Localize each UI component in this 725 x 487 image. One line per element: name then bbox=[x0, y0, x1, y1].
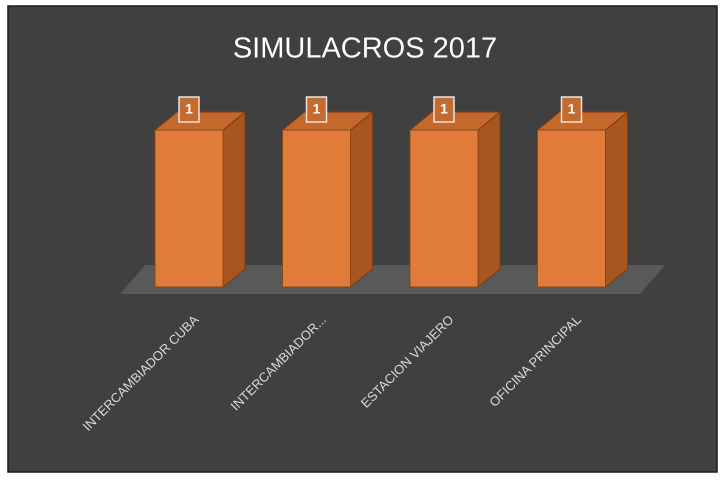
bar-side bbox=[605, 110, 628, 289]
data-label: 1 bbox=[440, 101, 448, 117]
data-label: 1 bbox=[185, 101, 193, 117]
chart-title: SIMULACROS 2017 bbox=[233, 33, 497, 65]
data-label-box bbox=[178, 96, 200, 123]
bar-side bbox=[222, 110, 246, 289]
bar bbox=[282, 129, 351, 288]
data-label-box bbox=[560, 96, 583, 123]
bar bbox=[537, 129, 606, 288]
floor bbox=[120, 265, 665, 294]
data-label-box bbox=[433, 96, 455, 123]
bar-side bbox=[477, 110, 501, 289]
data-label: 1 bbox=[313, 101, 321, 117]
data-label-box bbox=[305, 96, 328, 123]
data-label: 1 bbox=[568, 101, 576, 117]
bar bbox=[409, 129, 479, 288]
bar bbox=[154, 129, 224, 288]
bar-side bbox=[350, 110, 373, 289]
